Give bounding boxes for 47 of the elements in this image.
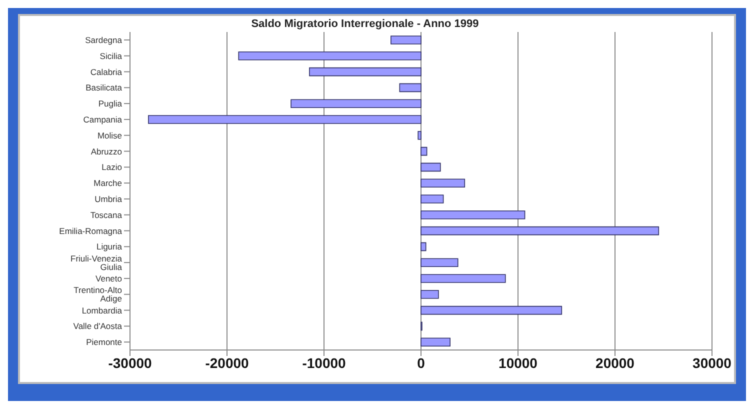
chart-title: Saldo Migratorio Interregionale - Anno 1999 [250, 18, 480, 30]
y-tick-label: Calabria [90, 66, 122, 77]
x-tick-label: 20000 [596, 354, 635, 371]
bar [290, 99, 422, 108]
y-tick-label: Liguria [96, 242, 122, 252]
bar [420, 162, 441, 172]
bar [420, 306, 562, 315]
y-tick-label: Veneto [96, 273, 122, 284]
bar [420, 274, 506, 283]
bar [420, 178, 466, 188]
y-tick-label: Puglia [98, 98, 122, 109]
bar [148, 115, 422, 124]
x-tick-label: 30000 [692, 354, 732, 371]
y-tick-label: Valle d'Aosta [73, 321, 122, 332]
x-tick-label: -10000 [302, 354, 346, 371]
bar [420, 210, 526, 220]
x-tick-label: -30000 [108, 354, 152, 371]
bar [390, 36, 422, 44]
bar [420, 226, 660, 236]
y-tick-label: Lazio [102, 162, 122, 172]
bar [420, 290, 439, 299]
bar [420, 338, 450, 346]
y-tick-label: Piemonte [86, 337, 122, 348]
x-tick-label: 0 [417, 354, 426, 371]
y-tick-label: Molise [97, 130, 122, 140]
y-tick-label: Trentino-Alto Adige [74, 285, 122, 304]
bar [420, 258, 458, 267]
y-tick-label: Campania [83, 114, 122, 124]
bar [309, 67, 422, 76]
bar [420, 146, 428, 156]
bar [399, 83, 422, 92]
y-tick-label: Umbria [94, 194, 122, 204]
bar [238, 52, 422, 60]
y-tick-label: Sicilia [100, 50, 122, 61]
y-tick-label: Lombardia [82, 305, 122, 316]
bar [418, 131, 422, 140]
y-tick-label: Sardegna [85, 34, 122, 45]
x-tick-label: 10000 [498, 354, 538, 371]
bar [420, 242, 426, 252]
y-tick-label: Marche [94, 178, 122, 188]
y-tick-label: Friuli-Venezia Giulia [70, 253, 122, 272]
y-tick-label: Emilia-Romagna [59, 226, 122, 236]
y-tick-label: Toscana [90, 210, 122, 220]
x-tick-label: -20000 [205, 354, 250, 371]
bar [420, 194, 444, 204]
y-tick-label: Basilicata [86, 82, 122, 93]
y-tick-label: Abruzzo [90, 146, 122, 156]
